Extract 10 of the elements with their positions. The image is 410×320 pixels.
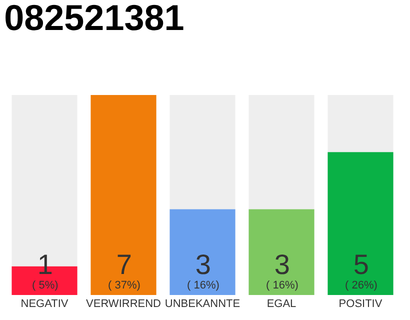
x-tick-label: NEGATIV <box>20 298 69 310</box>
x-tick-label: POSITIV <box>338 298 383 310</box>
x-tick-label: VERWIRREND <box>86 298 162 310</box>
x-tick-label: UNBEKANNTE <box>164 298 240 310</box>
data-label: 5 ( 26%) <box>345 249 378 292</box>
chart-title: 082521381 <box>4 0 184 38</box>
data-label: 7 ( 37%) <box>108 249 140 292</box>
x-tick-label: EGAL <box>266 298 296 310</box>
data-label: 3 ( 16%) <box>266 249 298 292</box>
data-label: 3 ( 16%) <box>187 249 220 292</box>
